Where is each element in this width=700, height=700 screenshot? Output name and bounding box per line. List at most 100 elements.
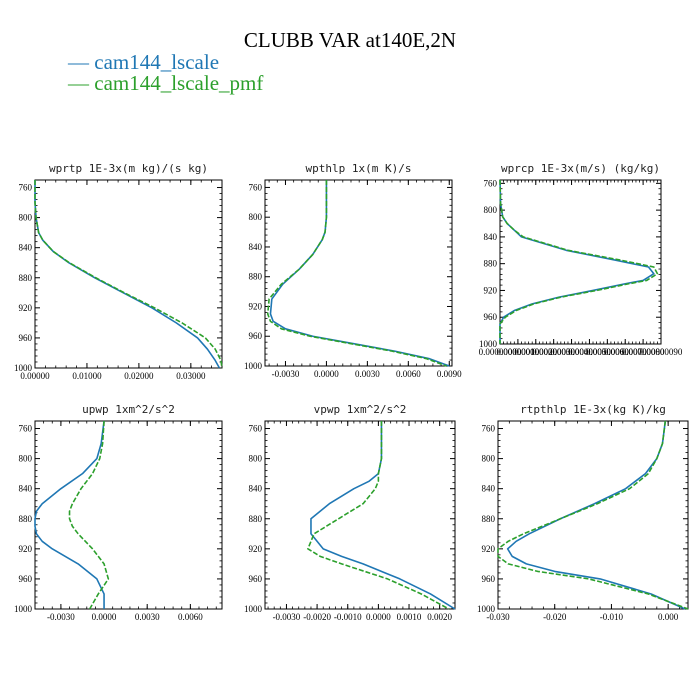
x-tick-label: 0.02000 [124, 371, 154, 381]
y-tick-label: 960 [19, 574, 33, 584]
y-tick-label: 760 [249, 424, 263, 434]
x-tick-label: 0.0000 [366, 612, 391, 622]
x-tick-label: -0.030 [486, 612, 510, 622]
y-tick-label: 1000 [244, 361, 263, 371]
x-tick-label: -0.0030 [273, 612, 301, 622]
x-tick-label: 0.00000090 [640, 347, 683, 357]
y-tick-label: 1000 [14, 363, 33, 373]
x-tick-label: 0.0060 [396, 369, 421, 379]
series-line-lscale [269, 180, 450, 367]
y-tick-label: 840 [19, 484, 33, 494]
plot-frame [264, 179, 453, 367]
y-tick-label: 1000 [14, 604, 33, 614]
x-tick-label: 0.0000 [92, 612, 117, 622]
plot-3: wprcp 1E-3x(m/s) (kg/kg)760 800 840 880 920 9… [479, 162, 683, 357]
legend-entry-lscale: — cam144_lscale [68, 50, 220, 74]
series-line-lscale-pmf [266, 180, 447, 367]
y-tick-label: 880 [484, 259, 498, 269]
y-tick-label: 960 [249, 574, 263, 584]
x-tick-label: -0.010 [600, 612, 624, 622]
series-line-lscale [506, 420, 686, 610]
y-tick-label: 920 [249, 544, 263, 554]
x-tick-label: 0.0010 [397, 612, 422, 622]
y-tick-label: 840 [482, 484, 496, 494]
y-tick-label: 920 [19, 303, 33, 313]
plot-4: upwp 1xm^2/s^2 760 800 840 880 920 960 1000 -0.0… [14, 403, 223, 622]
legend-entry-lscale-pmf: — cam144_lscale_pmf [68, 71, 264, 95]
y-tick-label: 760 [249, 182, 263, 192]
x-tick-label: 0.0030 [355, 369, 380, 379]
plot-5: vpwp 1xm^2/s^2 760 800 840 880 920 960 1000 -0.0… [244, 403, 456, 622]
x-tick-label: 0.00000050 [568, 347, 611, 357]
x-tick-label: 0.0030 [135, 612, 160, 622]
series-line-lscale-pmf [307, 421, 450, 610]
series-line-lscale-pmf [499, 179, 659, 344]
y-tick-label: 840 [484, 232, 498, 242]
plot-frame [497, 420, 689, 610]
x-tick-label: 0.000 [658, 612, 679, 622]
plot-title: wprcp 1E-3x(m/s) (kg/kg) [501, 162, 660, 175]
y-tick-label: 760 [19, 424, 33, 434]
page-title: CLUBB VAR at140E,2N [243, 28, 457, 52]
y-tick-label: 1000 [244, 604, 263, 614]
plot-frame [499, 179, 662, 345]
plot-title: vpwp 1xm^2/s^2 [314, 403, 407, 416]
y-tick-label: 960 [249, 331, 263, 341]
x-tick-label: 0.0090 [437, 369, 462, 379]
y-tick-label: 800 [19, 213, 33, 223]
legend-label-lscale-pmf: cam144_lscale_pmf [94, 71, 264, 95]
y-tick-label: 800 [249, 212, 263, 222]
y-tick-label: 1000 [477, 604, 496, 614]
y-tick-label: 920 [19, 544, 33, 554]
y-tick-label: 760 [484, 178, 498, 188]
x-tick-label: 0.03000 [176, 371, 206, 381]
x-tick-label: 0.0060 [178, 612, 203, 622]
x-tick-label: -0.020 [543, 612, 567, 622]
series-line-lscale [34, 180, 221, 369]
plot-1: wprtp 1E-3x(m kg)/(s kg) 760 800 840 880 920 9… [14, 162, 223, 381]
x-tick-label: 0.00000040 [550, 347, 593, 357]
plot-title: wprtp 1E-3x(m kg)/(s kg) [49, 162, 208, 175]
series-line-lscale-pmf [34, 180, 223, 369]
y-tick-label: 880 [249, 514, 263, 524]
x-tick-label: 0.00000030 [532, 347, 575, 357]
x-tick-label: -0.0030 [47, 612, 75, 622]
series-line-lscale-pmf [68, 420, 110, 610]
y-tick-label: 920 [249, 301, 263, 311]
plot-6: rtpthlp 1E-3x(kg K)/kg 760 800 840 880 920 960… [477, 403, 689, 622]
y-tick-label: 960 [19, 333, 33, 343]
series-line-lscale [34, 420, 105, 609]
x-tick-label: 0.0020 [427, 612, 452, 622]
y-tick-label: 880 [19, 273, 33, 283]
y-tick-label: 800 [249, 454, 263, 464]
plot-title: wpthlp 1x(m K)/s [306, 162, 412, 175]
plot-2: wpthlp 1x(m K)/s 760 800 840 880 920 960 1000 -0… [244, 162, 462, 379]
y-tick-label: 920 [484, 285, 498, 295]
x-tick-label: 0.00000000 [479, 347, 522, 357]
y-tick-label: 920 [482, 544, 496, 554]
plot-title: upwp 1xm^2/s^2 [82, 403, 175, 416]
x-tick-label: 0.0000 [314, 369, 339, 379]
y-tick-label: 760 [482, 424, 496, 434]
y-tick-label: 840 [19, 243, 33, 253]
y-tick-label: 800 [484, 205, 498, 215]
y-tick-label: 800 [19, 454, 33, 464]
y-tick-label: 760 [19, 183, 33, 193]
y-tick-label: 960 [482, 574, 496, 584]
x-tick-label: 0.01000 [72, 371, 102, 381]
x-tick-label: 0.00000070 [604, 347, 647, 357]
y-tick-label: 880 [249, 272, 263, 282]
x-tick-label: 0.00000010 [497, 347, 540, 357]
series-line-lscale [310, 421, 456, 610]
plot-title: rtpthlp 1E-3x(kg K)/kg [520, 403, 666, 416]
x-tick-label: 0.00000 [20, 371, 50, 381]
x-tick-label: -0.0030 [272, 369, 300, 379]
plot-frame [34, 420, 223, 610]
series-line-lscale-pmf [497, 420, 689, 610]
y-tick-label: 880 [482, 514, 496, 524]
x-tick-label: -0.0010 [334, 612, 362, 622]
plot-frame [34, 179, 223, 369]
x-tick-label: 0.00000080 [622, 347, 665, 357]
x-tick-label: 0.00000020 [514, 347, 557, 357]
